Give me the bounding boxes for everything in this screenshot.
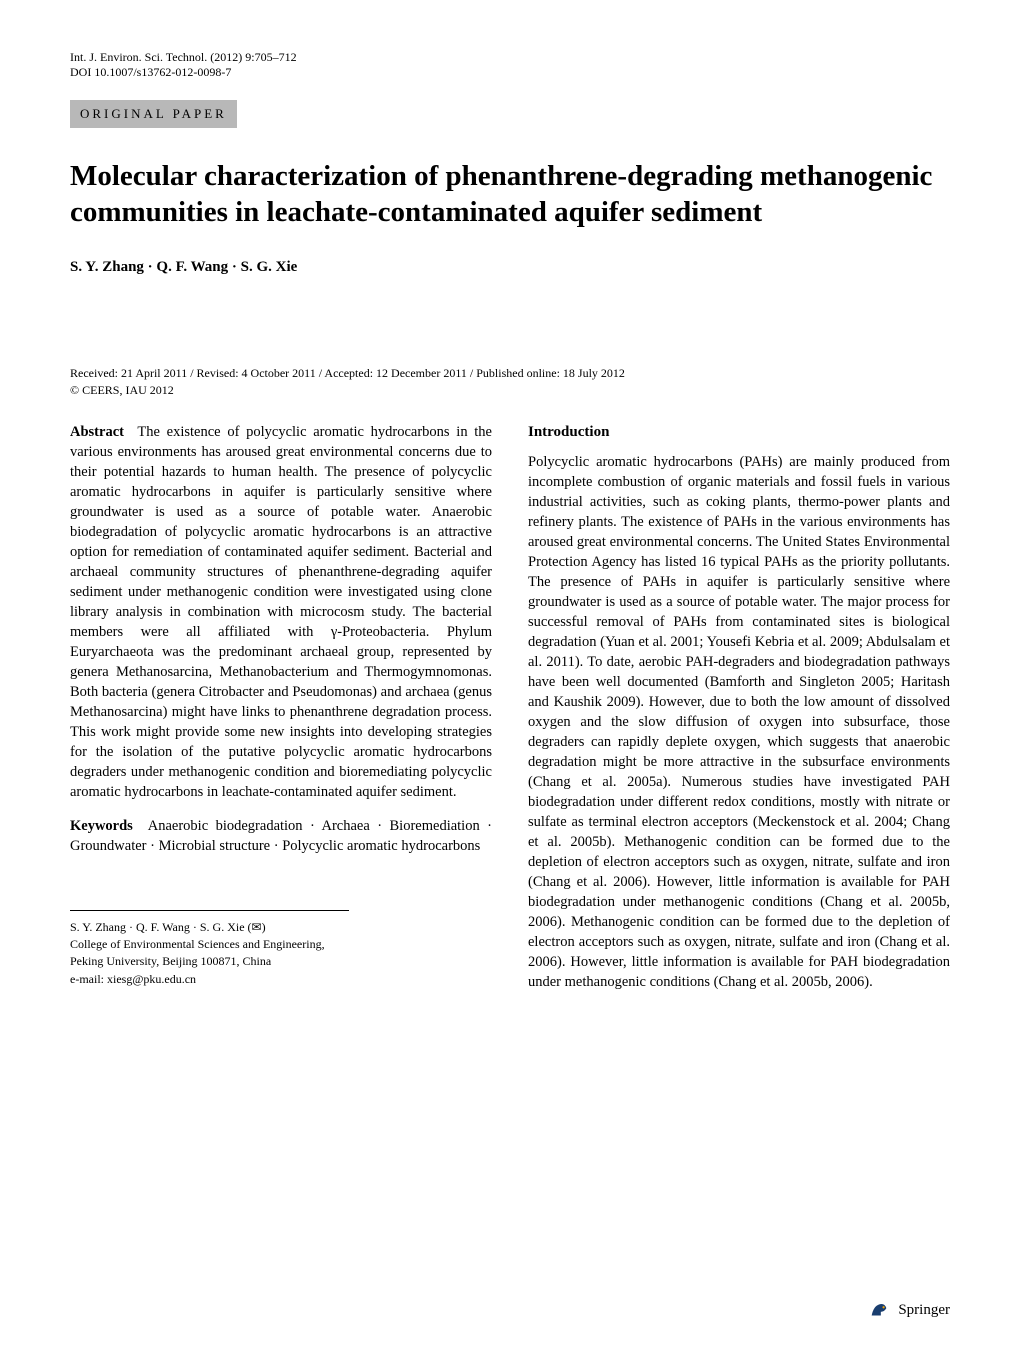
affiliation-email: e-mail: xiesg@pku.edu.cn bbox=[70, 971, 349, 988]
keywords-paragraph: Keywords Anaerobic biodegradation · Arch… bbox=[70, 816, 492, 856]
affiliation-dept: College of Environmental Sciences and En… bbox=[70, 936, 349, 953]
abstract-label: Abstract bbox=[70, 424, 124, 440]
keywords-label: Keywords bbox=[70, 818, 133, 834]
affiliation-inst: Peking University, Beijing 100871, China bbox=[70, 953, 349, 970]
doi: DOI 10.1007/s13762-012-0098-7 bbox=[70, 65, 297, 80]
publisher-footer: Springer bbox=[868, 1299, 950, 1321]
right-column: Introduction Polycyclic aromatic hydroca… bbox=[528, 422, 950, 1007]
authors-line: S. Y. Zhang · Q. F. Wang · S. G. Xie bbox=[70, 259, 950, 276]
abstract-text: The existence of polycyclic aromatic hyd… bbox=[70, 424, 492, 800]
article-title: Molecular characterization of phenanthre… bbox=[70, 158, 950, 231]
journal-citation: Int. J. Environ. Sci. Technol. (2012) 9:… bbox=[70, 50, 297, 65]
article-type-label: ORIGINAL PAPER bbox=[70, 100, 237, 128]
affiliation-names: S. Y. Zhang · Q. F. Wang · S. G. Xie (✉) bbox=[70, 919, 349, 936]
springer-horse-icon bbox=[868, 1299, 890, 1321]
copyright-line: © CEERS, IAU 2012 bbox=[70, 383, 950, 398]
introduction-paragraph: Polycyclic aromatic hydrocarbons (PAHs) … bbox=[528, 452, 950, 992]
publisher-name: Springer bbox=[898, 1302, 950, 1319]
introduction-heading: Introduction bbox=[528, 422, 950, 443]
left-column: Abstract The existence of polycyclic aro… bbox=[70, 422, 492, 1007]
affiliation-block: S. Y. Zhang · Q. F. Wang · S. G. Xie (✉)… bbox=[70, 910, 349, 989]
keywords-text: Anaerobic biodegradation · Archaea · Bio… bbox=[70, 818, 492, 854]
article-dates: Received: 21 April 2011 / Revised: 4 Oct… bbox=[70, 366, 950, 381]
abstract-paragraph: Abstract The existence of polycyclic aro… bbox=[70, 422, 492, 802]
